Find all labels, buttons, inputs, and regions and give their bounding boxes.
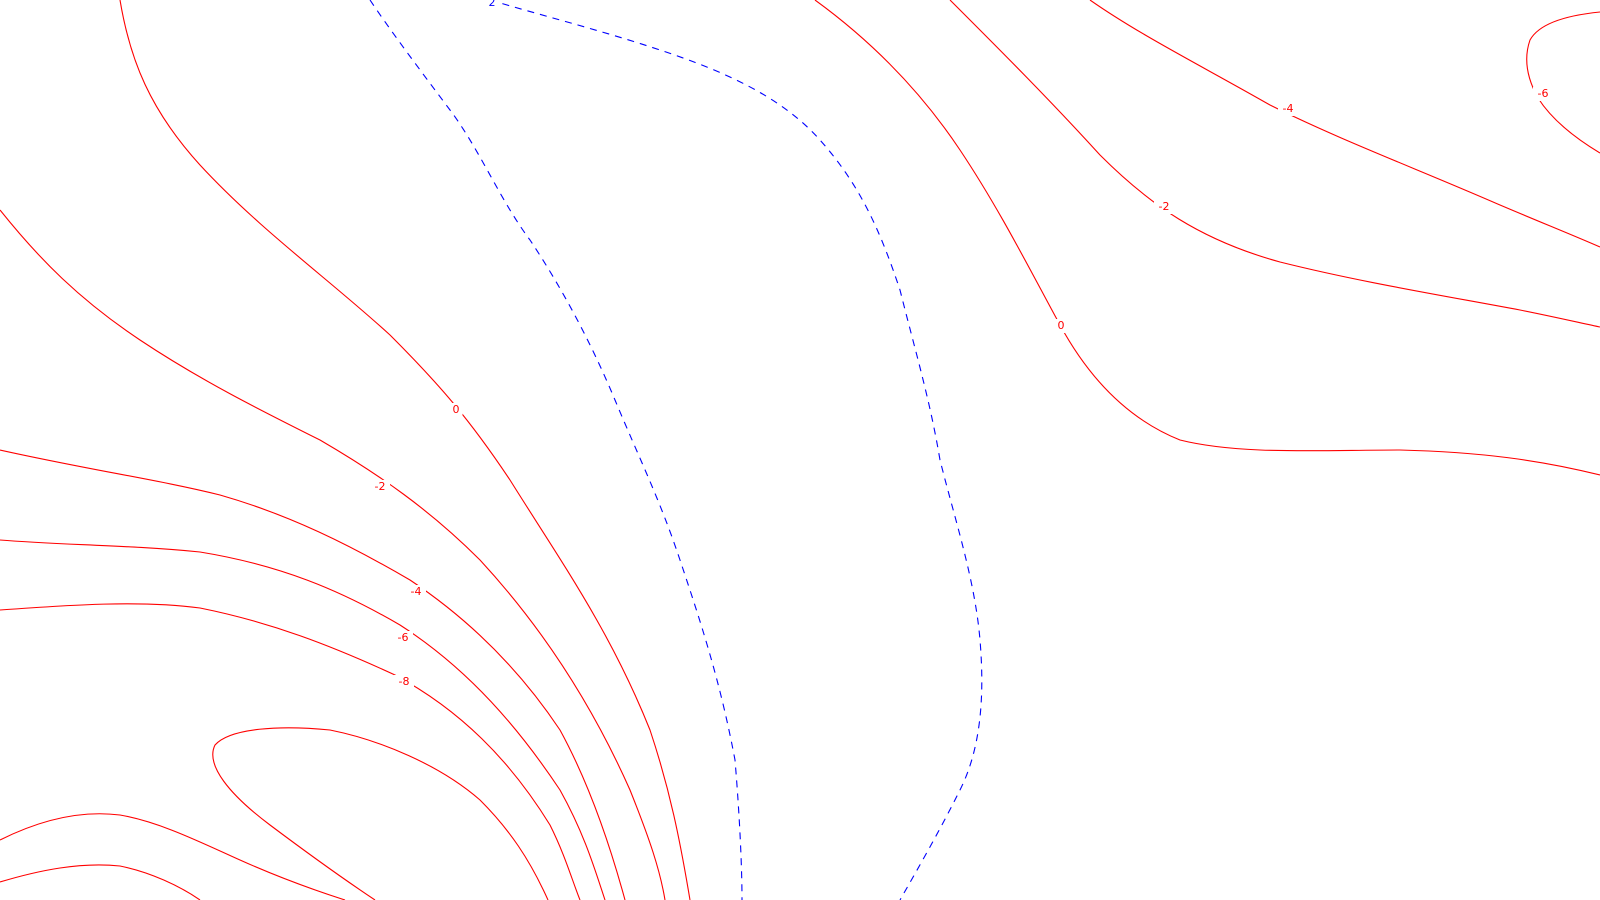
contour-label-background xyxy=(1054,319,1068,333)
contour-line-pos-right-2 xyxy=(489,0,983,900)
contour-line-neg-bottom-left-a xyxy=(0,813,346,900)
contour-label-text: -6 xyxy=(398,631,409,644)
contour-line-neg-right-0 xyxy=(814,0,1600,476)
contour-label-background xyxy=(406,585,426,599)
contour-label-neg-left-minus4: -4 xyxy=(406,585,426,599)
contour-line-neg-bottom-left-b xyxy=(0,864,201,900)
contour-label-text: 0 xyxy=(453,403,460,416)
contour-label-background xyxy=(449,403,463,417)
contour-label-background xyxy=(1533,87,1553,101)
contour-line-neg-left-minus4 xyxy=(0,449,626,900)
contour-label-background xyxy=(394,675,414,689)
contour-label-text: -2 xyxy=(375,480,386,493)
contour-label-text: -4 xyxy=(411,585,422,598)
contour-label-background xyxy=(370,480,390,494)
contour-label-text: -8 xyxy=(399,675,410,688)
contour-line-neg-right-minus6 xyxy=(1526,11,1600,154)
contour-label-neg-right-minus2: -2 xyxy=(1154,200,1174,214)
contour-label-neg-right-minus4: -4 xyxy=(1278,102,1298,116)
contour-label-neg-left-minus6: -6 xyxy=(393,631,413,645)
contour-labels: 0 -2 -4 -6 -8 0 -2 -4 -6 2 xyxy=(370,0,1553,689)
contour-label-text: 0 xyxy=(1058,319,1065,332)
contour-line-neg-left-minus8 xyxy=(0,603,581,900)
contour-line-pos-left-2 xyxy=(369,0,743,900)
contour-label-text: -4 xyxy=(1283,102,1294,115)
contour-line-neg-top-left-0 xyxy=(119,0,691,900)
contour-label-neg-top-left-0: 0 xyxy=(449,403,463,417)
contour-label-neg-left-minus8: -8 xyxy=(394,675,414,689)
contour-line-neg-left-minus2 xyxy=(0,209,666,900)
contour-label-background xyxy=(1278,102,1298,116)
contour-label-neg-right-0: 0 xyxy=(1054,319,1068,333)
contour-line-neg-right-minus4 xyxy=(1089,0,1600,248)
contour-line-neg-right-minus2 xyxy=(949,0,1600,328)
contour-label-text: -6 xyxy=(1538,87,1549,100)
contour-label-text: 2 xyxy=(489,0,496,9)
contour-line-neg-bottom-left-closed xyxy=(212,727,549,900)
contour-label-pos-right-2: 2 xyxy=(485,0,499,10)
contour-label-background xyxy=(393,631,413,645)
contour-label-neg-left-minus2: -2 xyxy=(370,480,390,494)
contour-label-background xyxy=(485,0,499,10)
contour-label-background xyxy=(1154,200,1174,214)
contour-line-neg-left-minus6 xyxy=(0,539,606,900)
contour-label-text: -2 xyxy=(1159,200,1170,213)
contour-label-neg-right-minus6: -6 xyxy=(1533,87,1553,101)
